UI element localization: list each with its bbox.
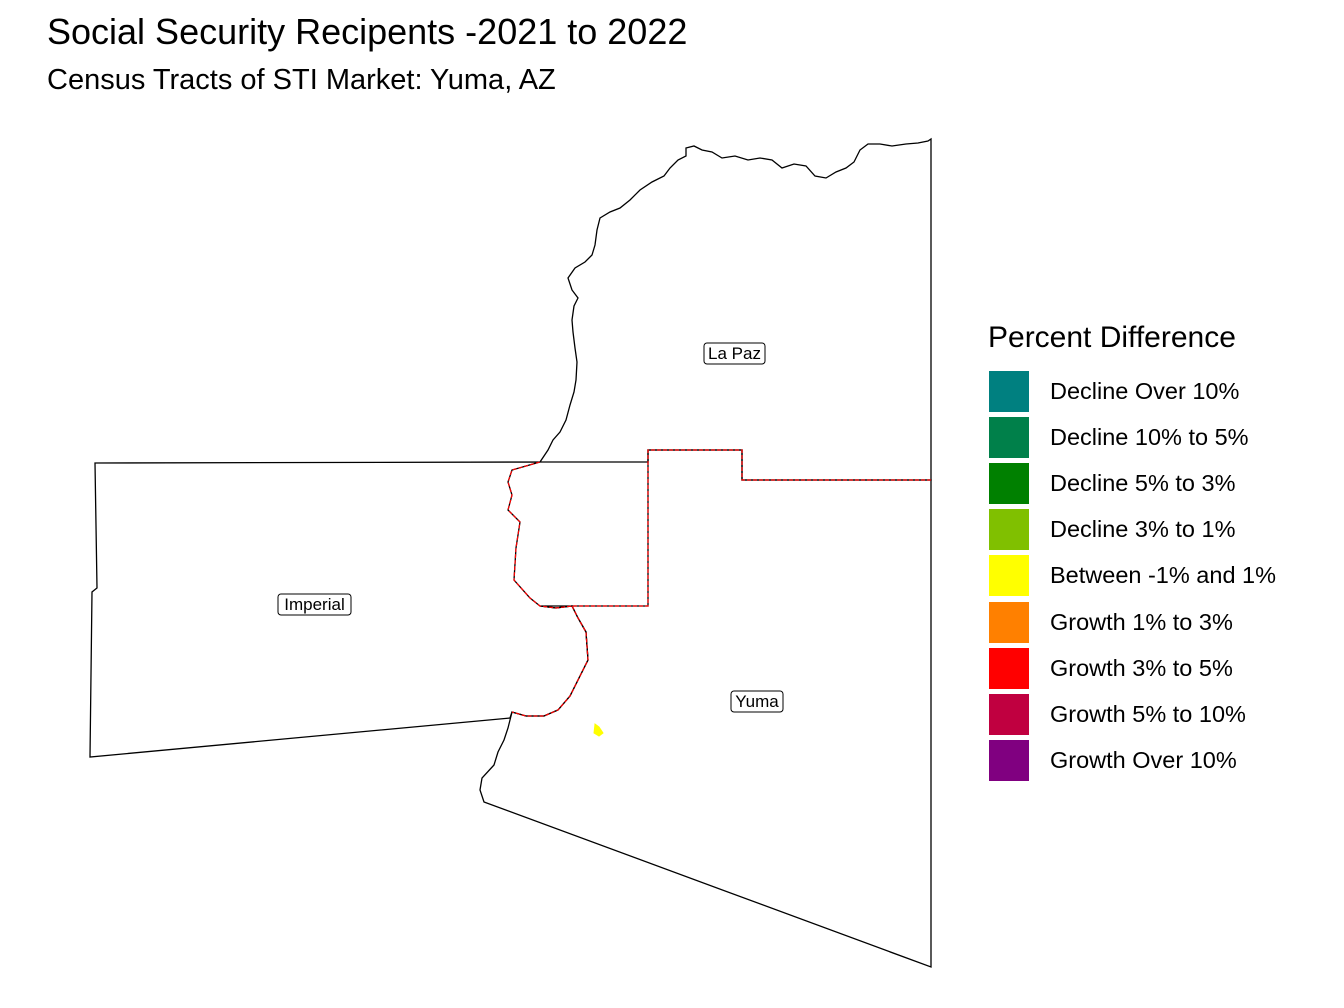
legend-label: Growth Over 10% xyxy=(1050,747,1237,774)
legend-item: Growth Over 10% xyxy=(988,738,1276,784)
legend-swatch xyxy=(988,415,1030,459)
legend-swatch xyxy=(988,692,1030,736)
legend-items: Decline Over 10% Decline 10% to 5% Decline… xyxy=(988,368,1276,784)
county-yuma xyxy=(479,449,932,968)
legend-label: Growth 1% to 3% xyxy=(1050,608,1233,635)
legend-item: Between -1% and 1% xyxy=(988,553,1276,599)
market-boundary xyxy=(507,449,931,609)
legend-swatch xyxy=(988,369,1030,413)
county-map: La Paz Imperial Yuma xyxy=(89,137,932,968)
svg-text:Yuma: Yuma xyxy=(735,692,779,711)
legend-label: Decline 10% to 5% xyxy=(1050,423,1249,450)
legend-swatch xyxy=(988,461,1030,505)
legend-item: Growth 5% to 10% xyxy=(988,691,1276,737)
legend-label: Decline 3% to 1% xyxy=(1050,516,1236,543)
legend-item: Growth 3% to 5% xyxy=(988,645,1276,691)
highlighted-tract xyxy=(593,723,604,737)
legend-swatch xyxy=(988,739,1030,783)
legend-label: Growth 3% to 5% xyxy=(1050,654,1233,681)
svg-text:Imperial: Imperial xyxy=(284,595,344,614)
legend-title: Percent Difference xyxy=(988,321,1236,354)
legend-item: Decline 10% to 5% xyxy=(988,414,1276,460)
county-la-paz xyxy=(538,137,932,481)
legend-label: Decline Over 10% xyxy=(1050,377,1240,404)
legend-swatch xyxy=(988,508,1030,552)
legend-label: Growth 5% to 10% xyxy=(1050,700,1246,727)
market-boundary-south xyxy=(511,605,589,717)
legend-swatch xyxy=(988,554,1030,598)
legend-swatch xyxy=(988,600,1030,644)
county-label-imperial: Imperial xyxy=(277,593,352,616)
legend-item: Growth 1% to 3% xyxy=(988,599,1276,645)
legend-label: Between -1% and 1% xyxy=(1050,562,1277,589)
svg-text:La Paz: La Paz xyxy=(708,344,761,363)
map-subtitle: Census Tracts of STI Market: Yuma, AZ xyxy=(47,64,556,96)
county-label-yuma: Yuma xyxy=(730,690,784,713)
legend-item: Decline Over 10% xyxy=(988,368,1276,414)
legend: Percent Difference Decline Over 10% Decli… xyxy=(988,318,1276,784)
legend-item: Decline 3% to 1% xyxy=(988,507,1276,553)
county-label-la-paz: La Paz xyxy=(703,342,766,365)
legend-item: Decline 5% to 3% xyxy=(988,460,1276,506)
legend-label: Decline 5% to 3% xyxy=(1050,469,1236,496)
map-title: Social Security Recipents -2021 to 2022 xyxy=(47,11,688,52)
legend-swatch xyxy=(988,646,1030,690)
